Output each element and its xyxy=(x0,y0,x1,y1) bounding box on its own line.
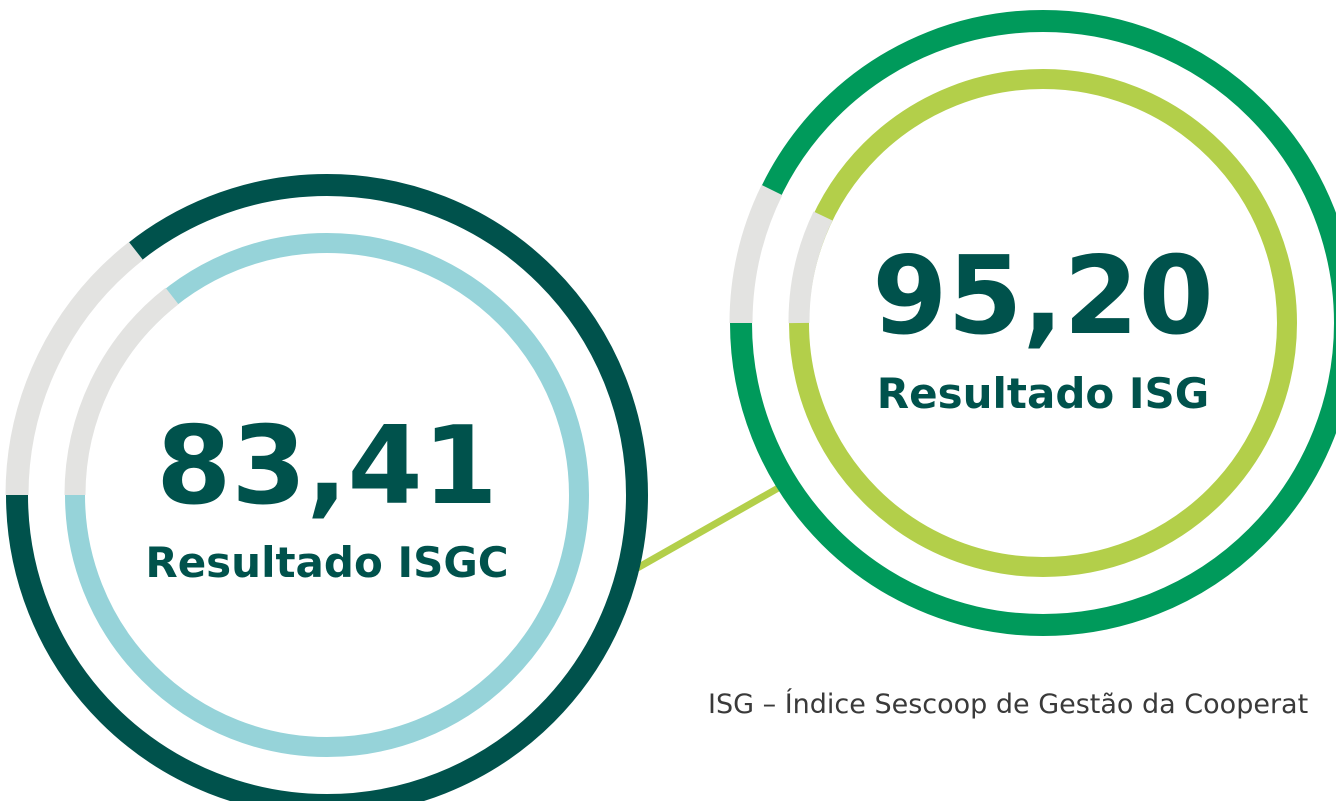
connector xyxy=(623,483,782,579)
gauge-isgc: 83,41 Resultado ISGC xyxy=(5,174,648,801)
outer-ring-gap xyxy=(5,241,144,496)
gauge-label: Resultado ISGC xyxy=(145,538,508,587)
inner-ring-gap xyxy=(64,287,179,496)
gauge-value: 95,20 xyxy=(872,234,1214,359)
inner-ring-gap xyxy=(788,211,833,324)
caption: ISG – Índice Sescoop de Gestão da Cooper… xyxy=(708,688,1308,720)
outer-ring-gap xyxy=(729,184,783,324)
gauge-label: Resultado ISG xyxy=(877,369,1209,418)
gauge-isg: 95,20 Resultado ISG xyxy=(729,10,1336,636)
gauge-value: 83,41 xyxy=(156,404,498,529)
